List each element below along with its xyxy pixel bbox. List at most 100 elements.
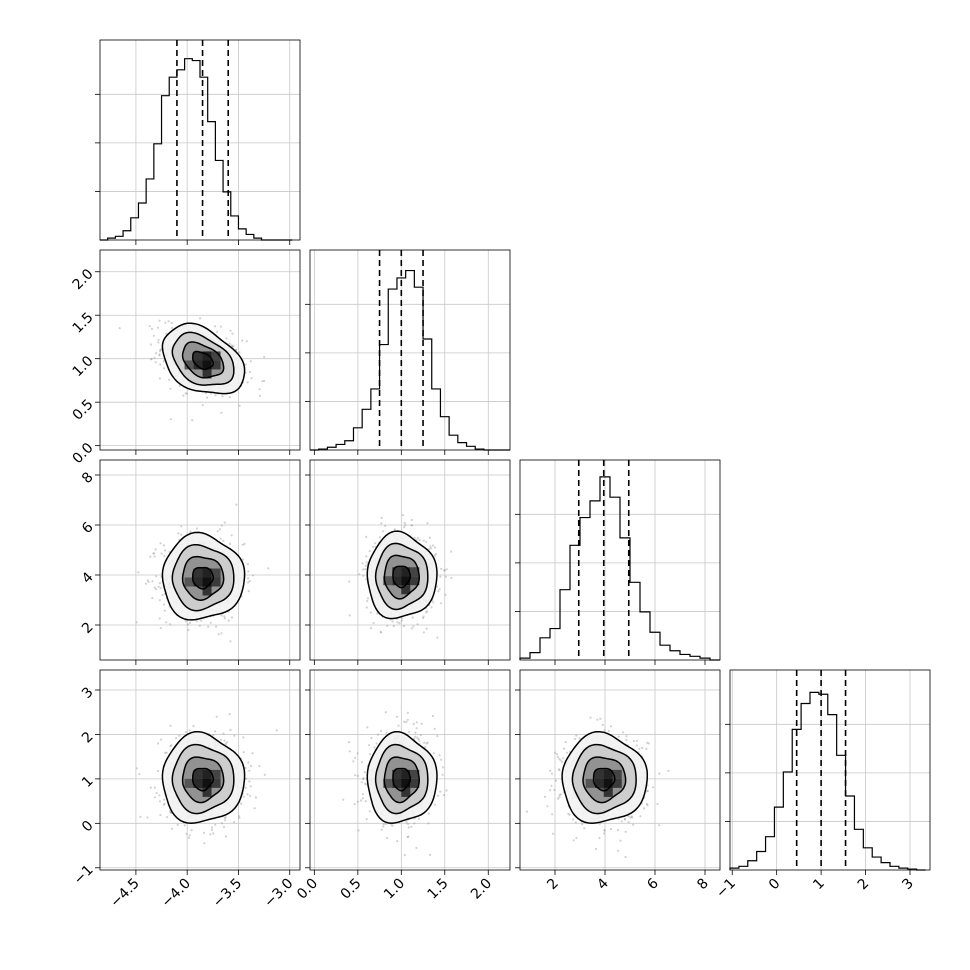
sample-point: [149, 555, 152, 558]
sample-point: [369, 753, 372, 756]
sample-point: [153, 786, 156, 789]
sample-point: [372, 545, 375, 548]
x-tick-label: 2: [855, 876, 873, 894]
sample-point: [525, 810, 529, 813]
sample-point: [422, 631, 425, 634]
density-core-pixel: [211, 577, 221, 587]
panel-frame: [99, 39, 301, 241]
sample-point: [233, 734, 236, 737]
sample-point: [209, 621, 212, 624]
sample-point: [623, 817, 627, 821]
sample-point: [635, 744, 639, 747]
sample-point: [434, 553, 437, 556]
sample-point: [225, 337, 228, 340]
sample-point: [210, 828, 214, 832]
sample-point: [230, 344, 233, 347]
contour-line: [366, 530, 438, 620]
x-tick-label: 8: [694, 876, 712, 894]
sample-point: [147, 580, 150, 584]
sample-point: [556, 797, 560, 800]
sample-point: [549, 789, 552, 792]
sample-point: [177, 532, 180, 535]
sample-point: [238, 815, 241, 818]
sample-point: [146, 579, 149, 582]
sample-point: [135, 621, 138, 624]
sample-point: [437, 794, 440, 797]
sample-point: [432, 601, 435, 604]
sample-point: [645, 747, 648, 751]
x-tick-label: −1: [713, 876, 739, 902]
sample-point: [167, 320, 170, 323]
panel-frame: [519, 669, 721, 871]
sample-point: [646, 741, 649, 744]
sample-point: [187, 628, 190, 631]
sample-point: [365, 606, 368, 609]
density-core-pixel: [401, 567, 411, 577]
sample-point: [601, 723, 604, 727]
sample-point: [450, 550, 453, 553]
density-core-pixel: [401, 576, 411, 586]
sample-point: [360, 781, 363, 784]
sample-point: [155, 575, 158, 578]
sample-point: [214, 394, 217, 397]
sample-point: [154, 361, 157, 364]
sample-point: [382, 823, 385, 826]
sample-point: [158, 319, 161, 322]
sample-point: [546, 805, 549, 808]
density-core-pixel: [211, 568, 221, 578]
y-tick-label: 3: [79, 684, 97, 702]
density-core-pixel: [211, 360, 221, 370]
density-core-pixel: [184, 577, 194, 587]
density-core-pixel: [202, 568, 212, 578]
sample-point: [267, 567, 270, 570]
density-core-pixel: [392, 567, 402, 577]
sample-point: [436, 636, 439, 639]
density-core-pixel: [383, 576, 393, 586]
sample-point: [188, 729, 191, 732]
contour-line: [161, 730, 246, 824]
sample-point: [150, 357, 153, 360]
sample-point: [158, 794, 161, 797]
sample-point: [376, 612, 379, 615]
sample-point: [361, 562, 364, 565]
sample-point: [568, 813, 571, 816]
sample-point: [231, 332, 234, 335]
sample-point: [165, 621, 168, 624]
sample-point: [623, 818, 627, 821]
contour-line: [582, 756, 627, 804]
sample-point: [180, 525, 183, 528]
sample-point: [229, 728, 232, 732]
sample-point: [646, 804, 649, 807]
sample-point: [441, 766, 445, 769]
sample-point: [152, 334, 156, 337]
sample-point: [386, 624, 389, 627]
sample-point: [550, 772, 554, 775]
sample-point: [166, 816, 169, 819]
density-core-pixel: [392, 576, 402, 586]
scatter-panel-0-1: [95, 249, 301, 455]
sample-point: [396, 715, 399, 718]
sample-point: [248, 780, 251, 783]
sample-point: [422, 615, 425, 618]
sample-point: [157, 742, 160, 745]
sample-point: [379, 630, 382, 634]
sample-point: [164, 751, 167, 755]
density-core-pixel: [193, 568, 203, 578]
y-tick-label: 2.0: [70, 266, 97, 293]
contour-line: [592, 767, 616, 792]
sample-point: [137, 571, 140, 574]
sample-point: [425, 611, 428, 614]
sample-point: [572, 839, 575, 842]
sample-point: [365, 535, 368, 539]
sample-point: [190, 829, 193, 832]
panel-frame: [99, 249, 301, 451]
sample-point: [223, 617, 226, 620]
scatter-panel-0-3: [95, 669, 301, 875]
sample-point: [183, 824, 186, 827]
x-tick-label: 6: [644, 875, 662, 893]
scatter-panel-0-2: [95, 459, 301, 665]
sample-point: [567, 812, 570, 815]
sample-point: [184, 620, 187, 623]
sample-point: [223, 615, 226, 618]
x-tick-label: 3: [899, 876, 917, 894]
